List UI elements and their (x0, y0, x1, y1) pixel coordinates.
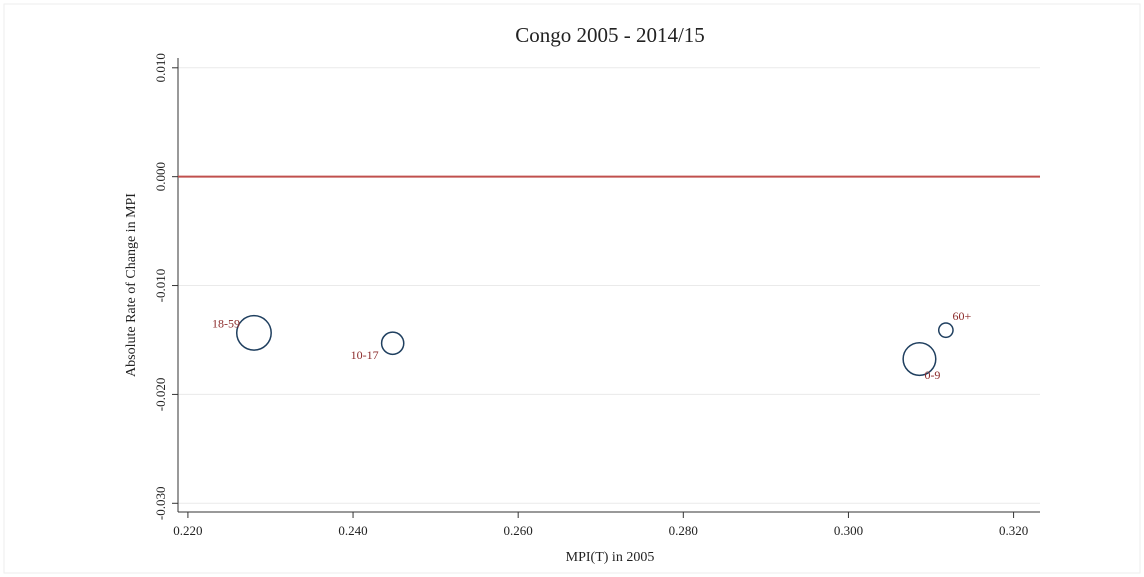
y-tick-label: -0.030 (153, 486, 168, 520)
x-tick-label: 0.240 (338, 523, 367, 538)
point-label: 0-9 (924, 368, 940, 382)
bubble (902, 341, 937, 377)
bubble (937, 322, 954, 339)
x-tick-label: 0.260 (504, 523, 533, 538)
chart-title: Congo 2005 - 2014/15 (515, 23, 705, 47)
point-label: 10-17 (351, 348, 379, 362)
x-tick-label: 0.220 (173, 523, 202, 538)
x-tick-label: 0.280 (669, 523, 698, 538)
bubble (380, 331, 405, 356)
y-tick-label: 0.000 (153, 162, 168, 191)
x-tick-label: 0.320 (999, 523, 1028, 538)
y-axis-title: Absolute Rate of Change in MPI (124, 193, 139, 377)
y-tick-label: -0.020 (153, 378, 168, 412)
x-axis-title: MPI(T) in 2005 (566, 550, 655, 565)
y-tick-label: 0.010 (153, 53, 168, 82)
point-label: 60+ (952, 309, 971, 323)
frame (3, 3, 1141, 574)
point-label: 18-59 (212, 317, 240, 331)
bubble (235, 314, 272, 351)
y-tick-label: -0.010 (153, 269, 168, 303)
x-tick-label: 0.300 (834, 523, 863, 538)
